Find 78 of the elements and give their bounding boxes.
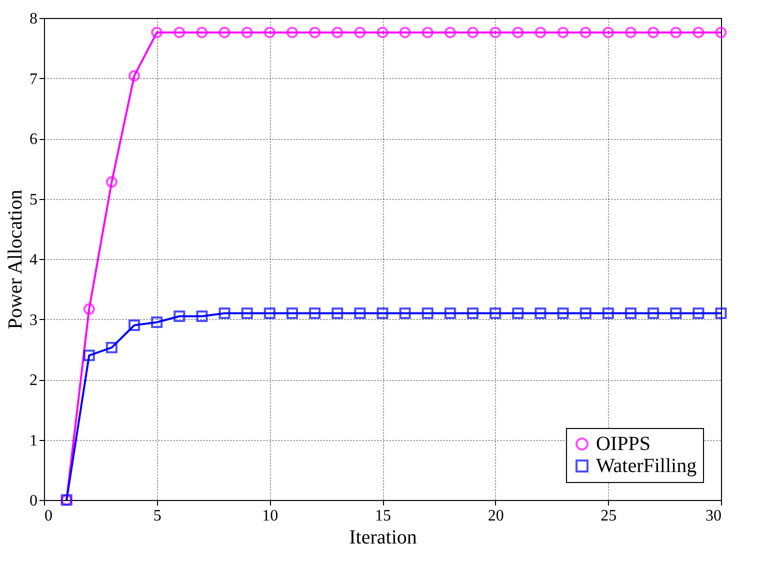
point — [309, 307, 321, 319]
point — [648, 26, 660, 38]
point — [692, 26, 704, 38]
point — [670, 26, 682, 38]
point — [286, 26, 298, 38]
x-tick-label: 0 — [44, 508, 52, 524]
y-tick-label: 6 — [30, 131, 38, 148]
point — [422, 307, 434, 319]
point — [286, 307, 298, 319]
point — [399, 26, 411, 38]
y-tick-label: 2 — [30, 372, 38, 389]
point — [624, 26, 636, 38]
point — [602, 26, 614, 38]
x-tick-label: 5 — [153, 508, 162, 524]
point — [467, 307, 479, 319]
x-axis-title: Iteration — [349, 526, 417, 548]
point — [602, 307, 614, 319]
point — [128, 70, 140, 82]
point — [490, 26, 502, 38]
legend-label: OIPPS — [596, 433, 650, 455]
point — [354, 307, 366, 319]
x-tick-label: 30 — [706, 508, 722, 524]
point — [332, 307, 344, 319]
point — [557, 26, 569, 38]
y-tick-label: 7 — [30, 70, 38, 88]
point — [467, 26, 479, 38]
point — [83, 350, 95, 362]
point — [444, 307, 456, 319]
point — [444, 26, 456, 38]
y-tick-label: 8 — [30, 10, 38, 28]
legend-label: WaterFilling — [596, 455, 697, 477]
point — [376, 26, 388, 38]
x-tick-label: 10 — [262, 508, 278, 524]
y-tick-label: 4 — [30, 252, 38, 268]
point — [106, 176, 118, 188]
point — [196, 310, 208, 322]
x-tick-label: 20 — [488, 508, 504, 524]
point — [83, 303, 95, 315]
point — [151, 316, 163, 328]
point — [715, 26, 727, 38]
point — [218, 26, 230, 38]
point — [196, 26, 208, 38]
y-tick-label: 5 — [30, 191, 38, 208]
x-tick-label: 15 — [375, 508, 391, 524]
point — [106, 342, 118, 354]
point — [151, 26, 163, 38]
point — [264, 26, 276, 38]
point — [580, 307, 592, 319]
y-tick-label: 1 — [30, 432, 38, 450]
point — [512, 307, 524, 319]
point — [174, 310, 186, 322]
point — [648, 307, 660, 319]
point — [264, 307, 276, 319]
point — [241, 307, 253, 319]
point — [332, 26, 344, 38]
point — [692, 307, 704, 319]
point — [557, 307, 569, 319]
point — [309, 26, 321, 38]
point — [241, 26, 253, 38]
point — [534, 26, 546, 38]
y-axis-title: Power Allocation — [4, 190, 26, 330]
point — [218, 307, 230, 319]
point — [354, 26, 366, 38]
point — [128, 320, 140, 332]
point — [174, 26, 186, 38]
y-tick-label: 0 — [30, 492, 38, 510]
point — [534, 307, 546, 319]
point — [715, 307, 727, 319]
point — [580, 26, 592, 38]
point — [376, 307, 388, 319]
point — [422, 26, 434, 38]
point — [512, 26, 524, 38]
y-tick-label: 3 — [30, 312, 38, 329]
x-tick-label: 25 — [600, 508, 617, 524]
point — [624, 307, 636, 319]
point — [490, 307, 502, 319]
point — [399, 307, 411, 319]
point — [670, 307, 682, 319]
